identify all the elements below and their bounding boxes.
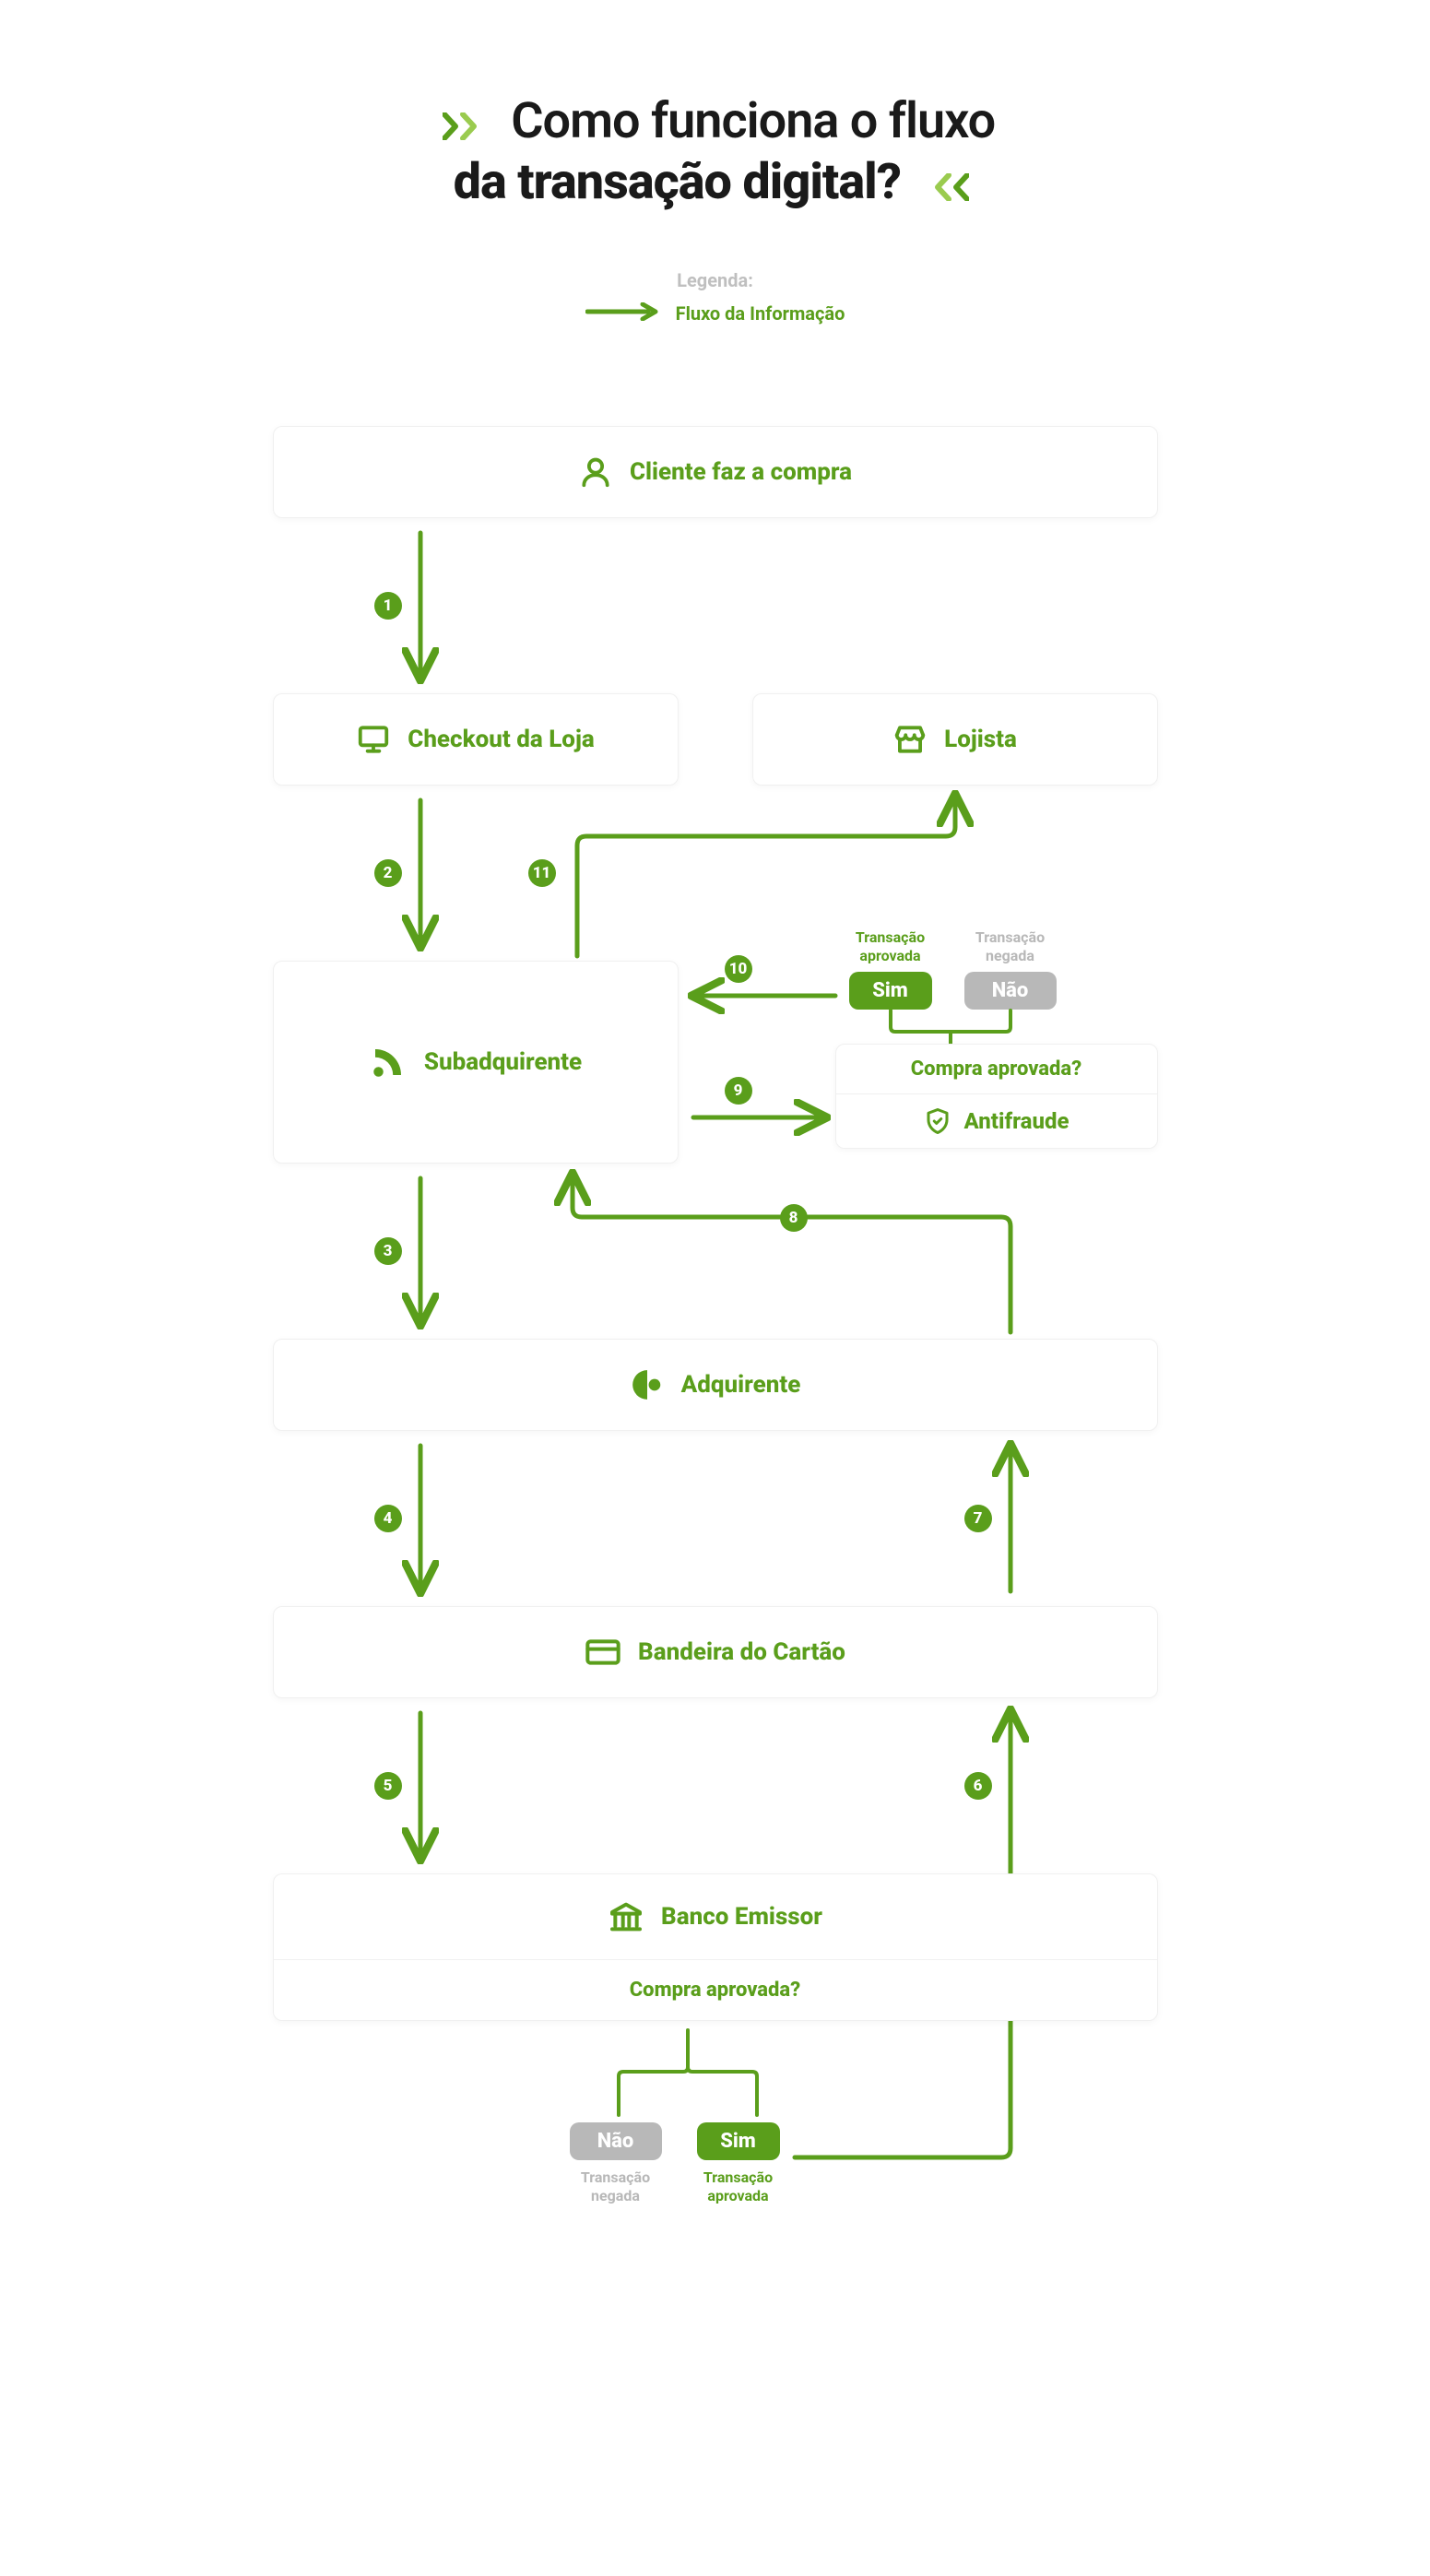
title-block: Como funciona o fluxo da transação digit… xyxy=(208,92,1223,214)
question-antifraude: Compra aprovada? xyxy=(845,1058,1148,1081)
step-1: 1 xyxy=(374,592,402,620)
flowchart: Cliente faz a compra 1 Checkout da Loja … xyxy=(208,426,1223,2362)
arrow-5 xyxy=(411,1707,430,1864)
node-label: Cliente faz a compra xyxy=(630,458,852,486)
node-label: Lojista xyxy=(944,726,1017,753)
node-antifraude: Compra aprovada? Antifraude xyxy=(835,1044,1158,1149)
node-cliente: Cliente faz a compra xyxy=(273,426,1158,518)
node-bandeira: Bandeira do Cartão xyxy=(273,1606,1158,1698)
caption-denied-bottom: Transação negada xyxy=(570,2168,662,2204)
user-icon xyxy=(578,455,613,490)
arrow-2 xyxy=(411,795,430,951)
arrow-10 xyxy=(688,987,840,1005)
step-10: 10 xyxy=(725,955,752,983)
title-line-2: da transação digital? xyxy=(208,153,1223,214)
split-icon xyxy=(630,1367,665,1402)
step-4: 4 xyxy=(374,1505,402,1532)
pill-nao-top: Não xyxy=(964,972,1057,1010)
shield-icon xyxy=(924,1107,951,1135)
pill-nao-bottom: Não xyxy=(570,2122,662,2160)
arrow-3 xyxy=(411,1173,430,1329)
arrow-1 xyxy=(411,527,430,684)
arrow-4 xyxy=(411,1440,430,1597)
arrow-9 xyxy=(688,1108,831,1127)
caption-denied: Transação negada xyxy=(964,928,1057,963)
monitor-icon xyxy=(356,722,391,757)
step-2: 2 xyxy=(374,859,402,887)
title-text-2: da transação digital? xyxy=(454,153,901,211)
caption-approved-bottom: Transação aprovada xyxy=(692,2168,785,2204)
step-3: 3 xyxy=(374,1237,402,1265)
node-emissor: Banco Emissor Compra aprovada? xyxy=(273,1873,1158,2021)
node-lojista: Lojista xyxy=(752,693,1158,786)
arrow-right-icon xyxy=(585,302,659,325)
node-checkout: Checkout da Loja xyxy=(273,693,679,786)
arrow-7 xyxy=(1001,1440,1020,1597)
step-11: 11 xyxy=(528,859,556,887)
node-label: Antifraude xyxy=(964,1108,1070,1134)
question-emissor: Compra aprovada? xyxy=(283,1979,1148,2002)
step-7: 7 xyxy=(964,1505,992,1532)
bank-icon xyxy=(608,1898,644,1935)
feed-icon xyxy=(369,1043,408,1081)
legend-label: Legenda: xyxy=(208,269,1223,291)
node-label: Checkout da Loja xyxy=(408,726,594,753)
pill-sim-top: Sim xyxy=(849,972,932,1010)
arrow-8 xyxy=(563,1171,1024,1337)
caption-approved: Transação aprovada xyxy=(845,928,937,963)
step-5: 5 xyxy=(374,1772,402,1800)
pill-sim-bottom: Sim xyxy=(697,2122,780,2160)
chevron-right-icon xyxy=(443,95,492,153)
branch-bottom xyxy=(609,2030,766,2122)
title-line-1: Como funciona o fluxo xyxy=(208,92,1223,153)
card-icon xyxy=(585,1634,621,1671)
node-label: Bandeira do Cartão xyxy=(638,1638,845,1666)
chevron-left-icon xyxy=(919,156,969,214)
legend: Legenda: Fluxo da Informação xyxy=(208,269,1223,325)
legend-text: Fluxo da Informação xyxy=(676,302,845,325)
title-text-1: Como funciona o fluxo xyxy=(511,92,995,150)
node-label: Banco Emissor xyxy=(661,1903,822,1931)
node-adquirente: Adquirente xyxy=(273,1339,1158,1431)
step-6: 6 xyxy=(964,1772,992,1800)
node-subadquirente: Subadquirente xyxy=(273,961,679,1164)
store-icon xyxy=(892,722,928,757)
step-9: 9 xyxy=(725,1077,752,1105)
node-label: Subadquirente xyxy=(424,1048,582,1076)
step-8: 8 xyxy=(780,1204,808,1232)
node-label: Adquirente xyxy=(681,1371,801,1399)
